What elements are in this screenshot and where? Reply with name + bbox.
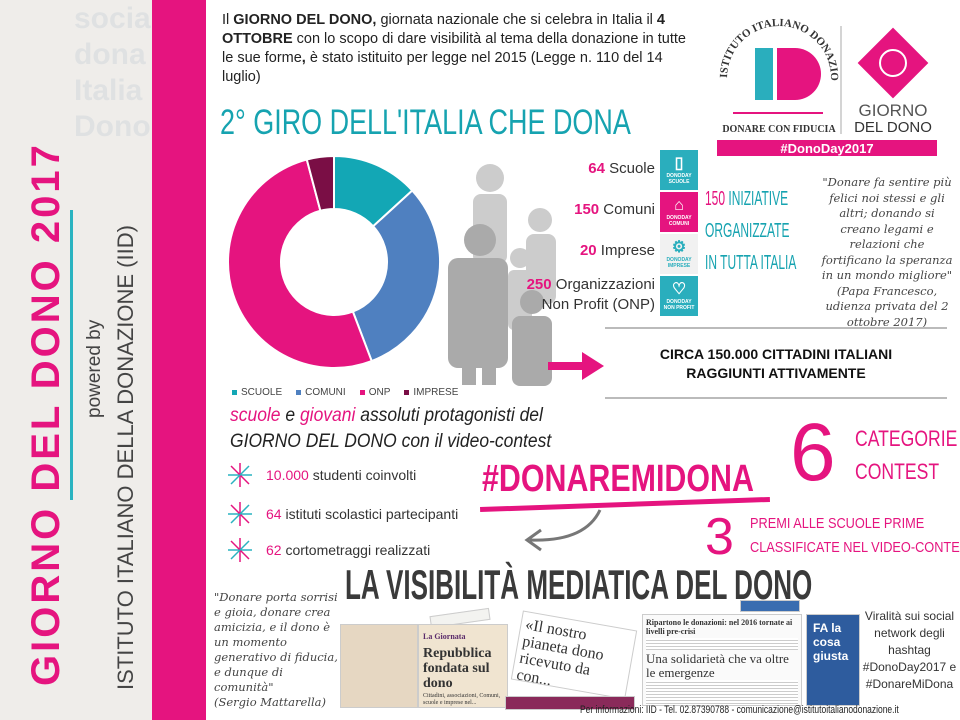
- asterisk-icon: [228, 502, 252, 526]
- people-icon: [448, 164, 556, 386]
- intro-text: Il GIORNO DEL DONO, giornata nazionale c…: [222, 12, 686, 85]
- arrow-right-icon: [548, 352, 604, 380]
- stat-comuni: 150 Comuni: [574, 201, 655, 218]
- legend-item: COMUNI: [296, 387, 346, 398]
- curved-arrow-icon: [524, 509, 602, 552]
- bullet-schools: 64 istituti scolastici partecipanti: [228, 502, 458, 526]
- background-word: sociale: [74, 2, 152, 35]
- tile-nonprofit: ♡ DONODAY NON PROFIT: [660, 276, 698, 316]
- bullet-shorts: 62 cortometraggi realizzati: [228, 538, 430, 562]
- tile-scuole: ▯ DONODAY SCUOLE: [660, 150, 698, 190]
- stat-onp: 250 Organizzazioni Non Profit (ONP): [526, 276, 655, 313]
- svg-text:DEL DONO: DEL DONO: [854, 119, 932, 136]
- background-word: dona: [74, 38, 146, 71]
- legend-item: ONP: [359, 387, 390, 398]
- donut-slice-imprese: [305, 154, 335, 212]
- page-title: 2° GIRO DELL'ITALIA CHE DONA: [220, 103, 631, 142]
- book-icon: ▯: [674, 155, 684, 172]
- divider: [70, 210, 73, 500]
- tile-comuni: ⌂ DONODAY COMUNI: [660, 192, 698, 232]
- footer-contact: Per informazioni: IID - Tel. 02.87390788…: [580, 704, 899, 716]
- donut-chart: [227, 154, 441, 369]
- prizes-count: 3: [705, 508, 734, 566]
- legend-item: IMPRESE: [404, 387, 458, 398]
- left-panel: sociale dona Italia Dono GIORNO DEL DONO…: [0, 0, 152, 720]
- news-clipping: «Il nostro pianeta dono ricevuto da con.…: [510, 610, 638, 700]
- donut-slice-onp: [227, 158, 373, 369]
- donut-slice-comuni: [351, 189, 441, 363]
- asterisk-icon: [228, 538, 252, 562]
- news-clipping: La Giornata Repubblica fondata sul dono Ci…: [418, 624, 508, 708]
- building-icon: ⌂: [674, 197, 684, 214]
- institute-name: ISTITUTO ITALIANO DELLA DONAZIONE (IID): [113, 225, 138, 690]
- news-clipping: Ripartono le donazioni: nel 2016 tornate…: [642, 614, 802, 706]
- divider: [605, 327, 947, 329]
- sidebar-title: GIORNO DEL DONO 2017: [24, 142, 68, 686]
- tv-screenshot: FA la cosa giusta: [806, 614, 860, 706]
- prizes-label: PREMI ALLE SCUOLE PRIME CLASSIFICATE NEL …: [750, 515, 960, 556]
- chart-legend: SCUOLE COMUNI ONP IMPRESE: [232, 387, 458, 398]
- stat-imprese: 20 Imprese: [579, 242, 655, 259]
- background-word: Italia: [74, 74, 143, 107]
- bullet-students: 10.000 studenti coinvolti: [228, 463, 416, 487]
- media-title: LA VISIBILITÀ MEDIATICA DEL DONO: [345, 561, 813, 608]
- initiatives-text: 150 INIZIATIVE ORGANIZZATE IN TUTTA ITALIA: [705, 188, 797, 274]
- logo: ISTITUTO ITALIANO DONAZIONE DONARE CON F…: [701, 0, 947, 156]
- news-photo: [340, 624, 418, 708]
- contest-hashtag: #DONAREMIDONA: [482, 458, 754, 500]
- asterisk-icon: [228, 463, 252, 487]
- tv-screenshot: [740, 600, 800, 612]
- pink-bar: [152, 0, 206, 720]
- reach-text: CIRCA 150.000 CITTADINI ITALIANI RAGGIUNT…: [659, 346, 893, 381]
- svg-text:#DonoDay2017: #DonoDay2017: [780, 141, 873, 156]
- tile-imprese: ⚙ DONODAY IMPRESE: [660, 234, 698, 274]
- gears-icon: ⚙: [671, 239, 687, 256]
- president-quote: "Donare porta sorrisi e gioia, donare cr…: [214, 590, 338, 709]
- svg-text:DONARE CON FIDUCIA: DONARE CON FIDUCIA: [722, 124, 836, 135]
- contest-caption: scuole e giovani assoluti protagonisti d…: [230, 405, 552, 452]
- tv-screenshot: [505, 696, 635, 710]
- pope-quote: "Donare fa sentire più felici noi stessi…: [821, 175, 953, 329]
- stat-scuole: 64 Scuole: [588, 160, 655, 177]
- background-word: Dono: [74, 110, 151, 143]
- svg-text:GIORNO: GIORNO: [859, 101, 928, 120]
- powered-by: powered by: [84, 319, 105, 418]
- heart-icon: ♡: [671, 281, 687, 298]
- categories-label: CATEGORIE CONTEST: [855, 426, 958, 484]
- divider: [605, 397, 947, 399]
- legend-item: SCUOLE: [232, 387, 282, 398]
- viral-text: Viralità sui social network degli hashta…: [862, 609, 957, 691]
- categories-count: 6: [790, 407, 836, 498]
